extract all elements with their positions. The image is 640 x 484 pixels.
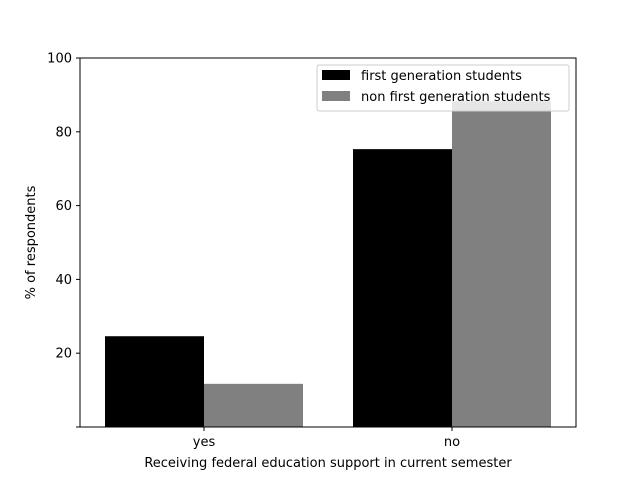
x-tick-label: no (444, 435, 460, 450)
bar-no-series-0 (353, 149, 452, 427)
bar-no-series-1 (452, 101, 551, 427)
x-axis-ticks: yes no (193, 427, 460, 450)
y-tick-label: 20 (55, 347, 72, 362)
y-axis-ticks: 20 40 60 80 100 (47, 52, 80, 428)
legend-box (316, 64, 570, 112)
bars-group (105, 101, 551, 427)
bar-yes-series-0 (105, 336, 204, 427)
plot-frame (79, 57, 577, 428)
y-tick-label: 40 (55, 273, 72, 288)
legend-swatch-1 (322, 91, 350, 101)
y-tick-label: 60 (55, 199, 72, 214)
legend: first generation students non first gener… (316, 64, 570, 112)
legend-swatch-0 (322, 70, 350, 80)
legend-label-1: non first generation students (361, 90, 551, 105)
x-tick-label: yes (193, 435, 216, 450)
y-axis-label: % of respondents (24, 185, 39, 299)
x-axis-label: Receiving federal education support in c… (144, 456, 512, 471)
y-tick-label: 100 (47, 52, 72, 67)
bar-yes-series-1 (204, 383, 303, 427)
legend-label-0: first generation students (361, 69, 522, 84)
y-tick-label: 80 (55, 125, 72, 140)
